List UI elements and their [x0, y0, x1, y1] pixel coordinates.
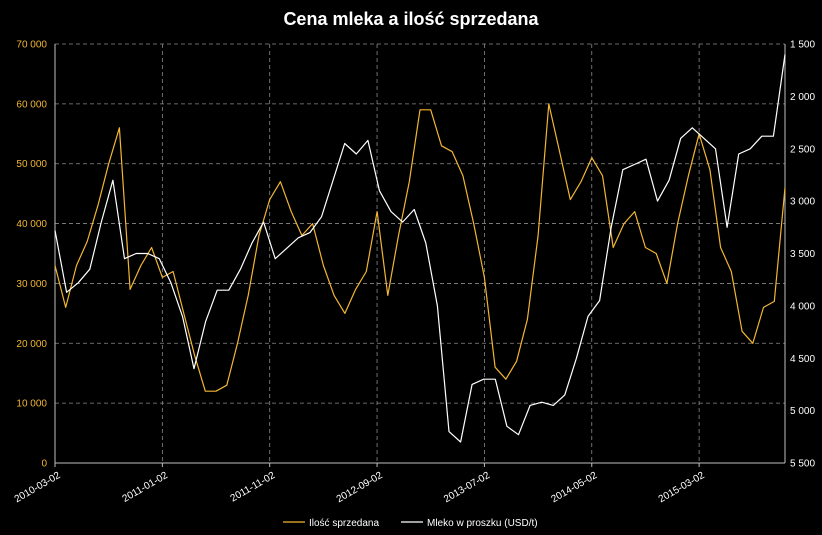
x-tick-label: 2010-03-02 — [13, 470, 63, 505]
x-tick-label: 2011-11-02 — [229, 470, 278, 505]
chart-title: Cena mleka a ilość sprzedana — [283, 9, 539, 29]
left-tick-label: 50 000 — [16, 159, 47, 170]
x-tick-label: 2011-01-02 — [121, 470, 171, 505]
right-tick-label: 2 500 — [790, 144, 815, 155]
x-tick-label: 2015-03-02 — [657, 470, 707, 505]
right-tick-label: 5 500 — [790, 459, 815, 470]
series-line-milk-price — [54, 54, 786, 443]
left-tick-label: 30 000 — [16, 279, 47, 290]
left-tick-label: 0 — [41, 459, 47, 470]
left-tick-label: 70 000 — [16, 40, 47, 51]
right-tick-label: 1 500 — [790, 40, 815, 51]
axes — [54, 44, 786, 464]
left-tick-label: 40 000 — [16, 219, 47, 230]
right-tick-label: 2 000 — [790, 92, 815, 103]
left-tick-label: 60 000 — [16, 99, 47, 110]
right-tick-label: 3 500 — [790, 249, 815, 260]
left-tick-label: 20 000 — [16, 339, 47, 350]
right-tick-label: 5 000 — [790, 406, 815, 417]
right-axis-ticks: 1 500 2 000 2 500 3 000 3 500 4 000 4 500 5 000… — [790, 40, 815, 470]
series-layer — [54, 54, 786, 443]
series-line-quantity — [54, 103, 786, 392]
grid-lines — [55, 43, 785, 463]
legend-label-milk-price: Mleko w proszku (USD/t) — [427, 518, 538, 529]
right-tick-label: 4 500 — [790, 354, 815, 365]
x-tick-label: 2012-09-02 — [335, 470, 385, 505]
right-tick-label: 3 000 — [790, 197, 815, 208]
legend-label-quantity: Ilość sprzedana — [309, 518, 379, 529]
x-tick-label: 2014-05-02 — [549, 470, 599, 505]
left-axis-ticks: 0 10 000 20 000 30 000 40 000 50 000 60 000 70 … — [16, 40, 47, 470]
x-tick-label: 2013-07-02 — [442, 470, 492, 505]
right-tick-label: 4 000 — [790, 301, 815, 312]
x-axis-ticks: 2010-03-02 2011-01-02 2011-11-02 2012-09-02… — [13, 463, 707, 505]
legend: Ilość sprzedana Mleko w proszku (USD/t) — [283, 518, 538, 529]
left-tick-label: 10 000 — [16, 399, 47, 410]
